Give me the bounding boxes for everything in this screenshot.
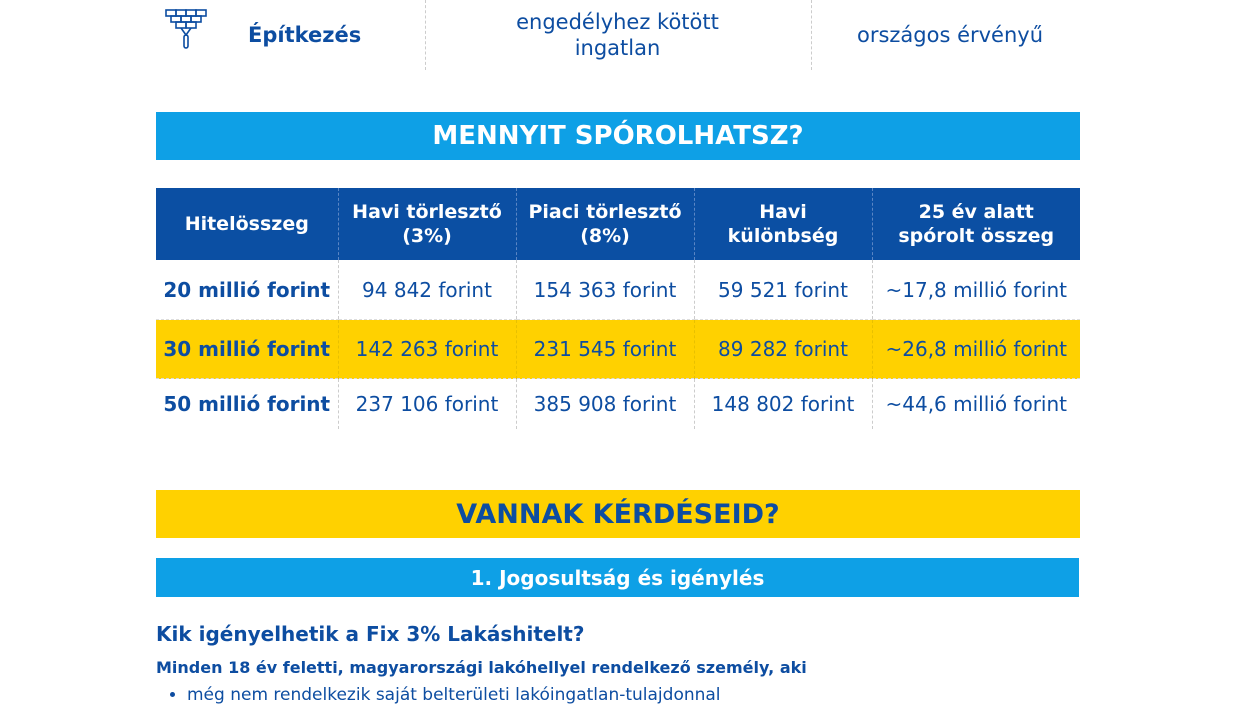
header-cell: 25 év alatt spórolt összeg	[871, 188, 1080, 260]
header-cell: Havi törlesztő (3%)	[337, 188, 516, 260]
table-cell: ~44,6 millió forint	[871, 378, 1080, 429]
table-cell: 142 263 forint	[337, 319, 516, 379]
table-cell: 30 millió forint	[156, 319, 338, 379]
separator	[811, 0, 812, 70]
table-cell: ~17,8 millió forint	[871, 260, 1080, 320]
savings-title: MENNYIT SPÓROLHATSZ?	[156, 112, 1080, 160]
construction-icon	[165, 9, 207, 49]
header-line: különbség	[727, 225, 839, 247]
faq-section: 1. Jogosultság és igénylés	[156, 558, 1079, 597]
faq-bullets: még nem rendelkezik saját belterületi la…	[156, 685, 721, 705]
table-cell: 231 545 forint	[515, 319, 694, 379]
table-body: 20 millió forint 94 842 forint 154 363 for…	[156, 260, 1080, 429]
table-cell: 385 908 forint	[515, 378, 694, 429]
header-line: Havi törlesztő	[352, 201, 502, 223]
table-cell: 89 282 forint	[693, 319, 872, 379]
table-cell: 154 363 forint	[515, 260, 694, 320]
table-cell: 148 802 forint	[693, 378, 872, 429]
table-cell: 59 521 forint	[693, 260, 872, 320]
header-cell: Hitelösszeg	[156, 188, 338, 260]
table-cell: 50 millió forint	[156, 378, 338, 429]
scope-label: országos érvényű	[856, 23, 1044, 47]
header-line: spórolt összeg	[898, 225, 1055, 247]
header-line: Piaci törlesztő	[528, 201, 682, 223]
faq-bullet: még nem rendelkezik saját belterületi la…	[187, 685, 721, 705]
faq-answer: Minden 18 év feletti, magyarországi lakó…	[156, 658, 807, 677]
header-line: (8%)	[580, 225, 630, 247]
table-cell: 20 millió forint	[156, 260, 338, 320]
header-row: Hitelösszeg Havi törlesztő (3%) Piaci tör…	[156, 188, 1080, 260]
faq-title: VANNAK KÉRDÉSEID?	[156, 490, 1080, 538]
table-cell: 237 106 forint	[337, 378, 516, 429]
savings-table: Hitelösszeg Havi törlesztő (3%) Piaci tör…	[156, 188, 1080, 429]
type-label: Építkezés	[248, 23, 362, 47]
header-line: (3%)	[402, 225, 452, 247]
property-label: engedélyhez kötött ingatlan	[516, 10, 719, 60]
header-line: Hitelösszeg	[184, 213, 309, 235]
table-row: 20 millió forint 94 842 forint 154 363 for…	[156, 260, 1080, 320]
faq-question: Kik igényelhetik a Fix 3% Lakáshitelt?	[156, 622, 585, 646]
table-cell: 94 842 forint	[337, 260, 516, 320]
header-line: 25 év alatt	[918, 201, 1034, 223]
header-line: Havi	[759, 201, 807, 223]
header-cell: Havi különbség	[693, 188, 872, 260]
table-row: 50 millió forint 237 106 forint 385 908 fo…	[156, 378, 1080, 429]
table-row: 30 millió forint 142 263 forint 231 545 fo…	[156, 319, 1080, 379]
header-cell: Piaci törlesztő (8%)	[515, 188, 694, 260]
separator	[425, 0, 426, 70]
table-cell: ~26,8 millió forint	[871, 319, 1080, 379]
